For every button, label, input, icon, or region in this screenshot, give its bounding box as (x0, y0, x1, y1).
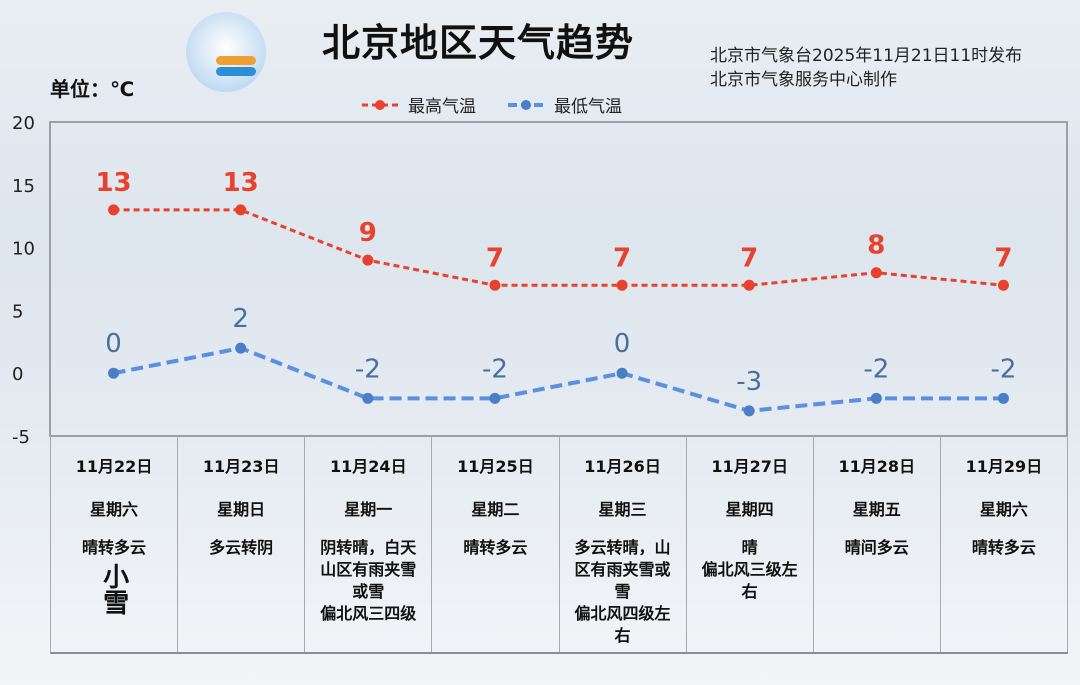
data-point (108, 204, 120, 216)
date-label: 11月25日 (457, 457, 534, 476)
day-column: 11月27日 星期四晴 偏北风三级左 右 (687, 436, 814, 652)
data-label: 7 (613, 243, 631, 273)
data-point (616, 367, 628, 379)
weather-description: 晴转多云 (463, 538, 528, 557)
weekday-label: 星期三 (598, 500, 647, 519)
day-column: 11月24日 星期一阴转晴，白天 山区有雨夹雪 或雪 偏北风三四级 (305, 436, 433, 652)
weather-description: 多云转晴，山 区有雨夹雪或 雪 偏北风四级左 右 (574, 538, 671, 645)
weather-description: 阴转晴，白天 山区有雨夹雪 或雪 偏北风三四级 (320, 538, 417, 623)
data-label: 7 (740, 243, 758, 273)
date-label: 11月27日 (711, 457, 788, 476)
data-label: -2 (990, 354, 1016, 384)
day-column: 11月22日 星期六晴转多云小雪 (51, 436, 179, 652)
data-label: 9 (359, 218, 377, 248)
data-point (489, 392, 501, 404)
date-label: 11月29日 (965, 457, 1043, 476)
y-tick-label: 15 (12, 176, 35, 197)
weekday-label: 星期一 (344, 500, 393, 519)
data-point (997, 279, 1009, 291)
meteorological-service-logo (186, 12, 266, 92)
legend-label-max: 最高气温 (408, 97, 476, 117)
data-point (870, 392, 882, 404)
legend-item-max: 最高气温 (360, 92, 476, 117)
date-label: 11月24日 (330, 457, 407, 476)
y-tick-label: 20 (12, 113, 35, 134)
solar-term-calligraphy: 小雪 (98, 563, 129, 615)
date-label: 11月26日 (584, 457, 661, 476)
data-label: -3 (736, 367, 762, 397)
data-point (362, 254, 374, 266)
y-tick-label: -5 (12, 427, 30, 448)
legend-item-min: 最低气温 (506, 92, 622, 117)
weekday-label: 星期四 (725, 500, 774, 519)
data-point (616, 279, 628, 291)
date-label: 11月28日 (838, 457, 916, 476)
data-point (362, 392, 374, 404)
data-label: 0 (614, 329, 631, 359)
weather-description: 多云转阴 (209, 538, 274, 557)
weekday-label: 星期六 (979, 500, 1028, 519)
producer: 北京市气象服务中心制作 (710, 70, 897, 90)
weekday-label: 星期六 (90, 500, 139, 519)
weather-description: 晴 偏北风三级左 右 (701, 538, 798, 601)
legend: 最高气温 最低气温 (360, 92, 622, 117)
data-point (235, 342, 247, 354)
data-point (743, 405, 755, 417)
day-column: 11月25日 星期二晴转多云 (432, 436, 560, 652)
day-column: 11月23日 星期日多云转阴 (178, 436, 306, 652)
unit-label: 单位：℃ (50, 77, 135, 101)
data-label: -2 (863, 354, 889, 384)
y-tick-label: 10 (12, 239, 35, 260)
data-label: 13 (223, 168, 259, 198)
day-column: 11月28日 星期五晴间多云 (814, 436, 941, 652)
series-line-1 (113, 346, 1004, 413)
data-point (743, 279, 755, 291)
data-label: 13 (95, 168, 131, 198)
day-column: 11月26日 星期三多云转晴，山 区有雨夹雪或 雪 偏北风四级左 右 (560, 436, 687, 652)
data-point (870, 267, 882, 279)
data-label: 2 (232, 304, 249, 334)
data-point (108, 367, 120, 379)
data-label: -2 (355, 354, 381, 384)
publisher: 北京市气象台2025年11月21日11时发布 (710, 46, 1023, 66)
data-label: 0 (105, 329, 122, 359)
page-title: 北京地区天气趋势 (322, 21, 635, 65)
weather-description: 晴转多云 (971, 538, 1036, 557)
weekday-label: 星期日 (217, 500, 266, 519)
forecast-table: 11月22日 星期六 晴转多云 小雪 11月23日 星期日 多云转阴 11月24日 星期一 阴转晴… (50, 436, 1068, 654)
weekday-label: 星期五 (852, 500, 901, 519)
weather-description: 晴转多云 (82, 538, 147, 557)
date-label: 11月22日 (75, 457, 153, 476)
plot-frame (49, 121, 1068, 437)
legend-label-min: 最低气温 (554, 97, 622, 117)
series-line-0 (113, 208, 1004, 287)
publish-info: 北京市气象台2025年11月21日11时发布 北京市气象服务中心制作 (710, 44, 1022, 92)
data-label: -2 (482, 354, 508, 384)
data-point (997, 392, 1009, 404)
weekday-label: 星期二 (471, 500, 520, 519)
weather-description: 晴间多云 (844, 538, 909, 557)
day-column: 11月29日 星期六晴转多云 (941, 436, 1068, 652)
y-tick-label: 0 (12, 364, 23, 385)
data-label: 8 (867, 231, 885, 261)
date-label: 11月23日 (202, 457, 280, 476)
data-point (489, 279, 501, 291)
data-label: 7 (486, 243, 504, 273)
data-point (235, 204, 247, 216)
y-tick-label: 5 (12, 301, 23, 322)
data-label: 7 (994, 243, 1012, 273)
